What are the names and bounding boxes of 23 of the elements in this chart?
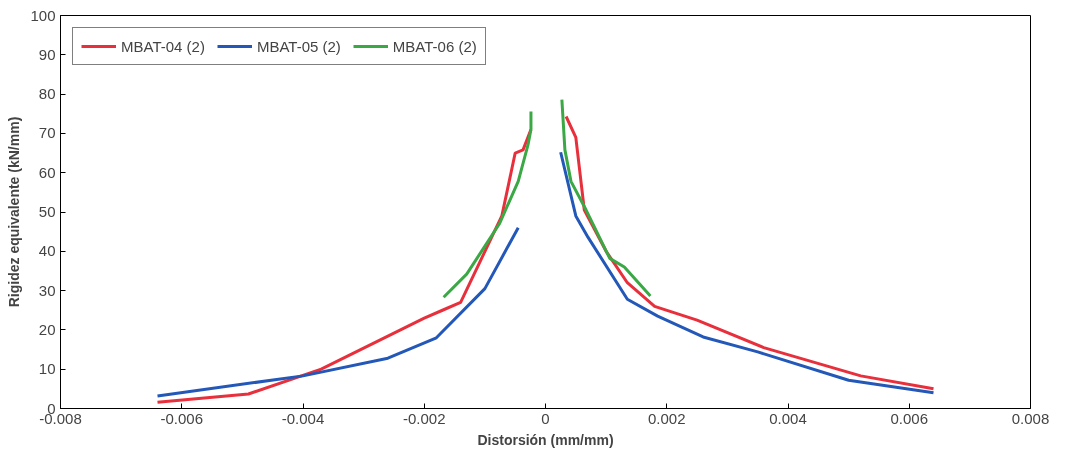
y-tick-label: 60 bbox=[38, 163, 56, 181]
legend-label: MBAT-05 (2) bbox=[256, 37, 341, 55]
y-tick-label: 30 bbox=[38, 281, 56, 299]
x-tick-label: 0.004 bbox=[769, 409, 807, 427]
y-tick-label: 50 bbox=[38, 203, 56, 220]
x-tick-label: 0.006 bbox=[890, 409, 929, 427]
y-tick-label: 40 bbox=[38, 242, 56, 260]
y-tick-label: 100 bbox=[30, 6, 56, 24]
y-axis-title: Rigidez equivalente (kN/mm) bbox=[6, 116, 23, 308]
x-tick-label: 0.002 bbox=[647, 409, 686, 427]
y-tick-label: 70 bbox=[38, 124, 56, 142]
x-axis-title: Distorsión (mm/mm) bbox=[477, 431, 614, 448]
y-tick-label: 10 bbox=[38, 360, 56, 378]
legend-label: MBAT-06 (2) bbox=[392, 37, 477, 55]
x-tick-label: 0 bbox=[541, 409, 550, 427]
x-tick-label: -0.002 bbox=[402, 409, 446, 427]
x-tick-label: -0.004 bbox=[281, 409, 325, 427]
x-tick-label: -0.006 bbox=[160, 409, 204, 427]
x-tick-label: 0.008 bbox=[1011, 409, 1050, 427]
y-tick-label: 90 bbox=[38, 45, 56, 63]
legend-label: MBAT-04 (2) bbox=[121, 37, 205, 55]
y-tick-label: 20 bbox=[38, 320, 56, 338]
y-tick-label: 80 bbox=[38, 85, 56, 103]
